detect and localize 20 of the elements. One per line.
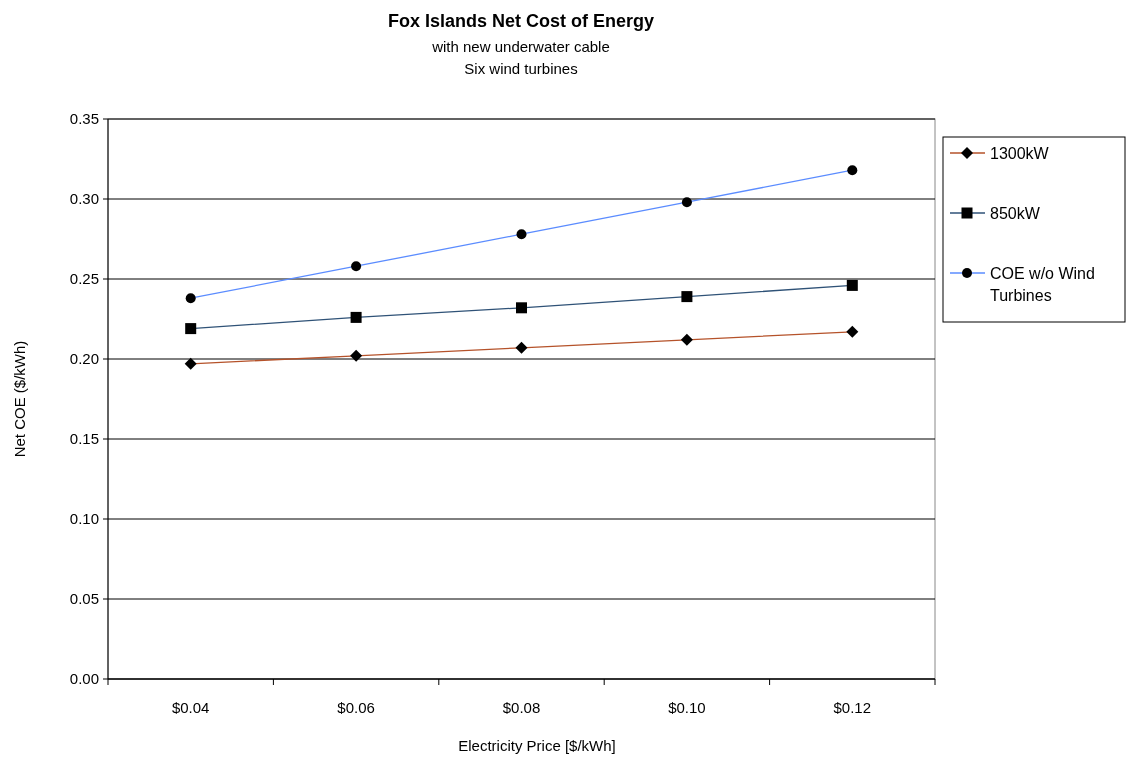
legend-label: COE w/o Wind Turbines — [990, 265, 1095, 304]
y-tick-label: 0.30 — [69, 190, 99, 207]
legend-label: 850kW — [990, 205, 1041, 222]
y-tick-label: 0.25 — [69, 270, 99, 287]
x-tick-label: $0.10 — [668, 699, 706, 716]
x-axis-title: Electricity Price [$/kWh] — [458, 737, 616, 754]
y-axis-title: Net COE ($/kWh) — [11, 340, 28, 458]
y-tick-label: 0.20 — [69, 350, 99, 367]
chart-subtitle: with new underwater cable Six wind turbines — [431, 38, 610, 77]
x-tick-label: $0.12 — [833, 699, 872, 716]
chart-title: Fox Islands Net Cost of Energy — [387, 11, 655, 31]
x-tick-label: $0.06 — [337, 699, 375, 716]
y-tick-label: 0.10 — [69, 510, 99, 527]
y-tick-label: 0.35 — [69, 110, 99, 127]
y-tick-label: 0.05 — [69, 590, 99, 607]
legend-label: 1300kW — [990, 145, 1050, 162]
x-tick-label: $0.08 — [502, 699, 541, 716]
y-tick-label: 0.15 — [69, 430, 99, 447]
x-tick-label: $0.04 — [171, 699, 210, 716]
y-tick-label: 0.00 — [69, 670, 99, 687]
